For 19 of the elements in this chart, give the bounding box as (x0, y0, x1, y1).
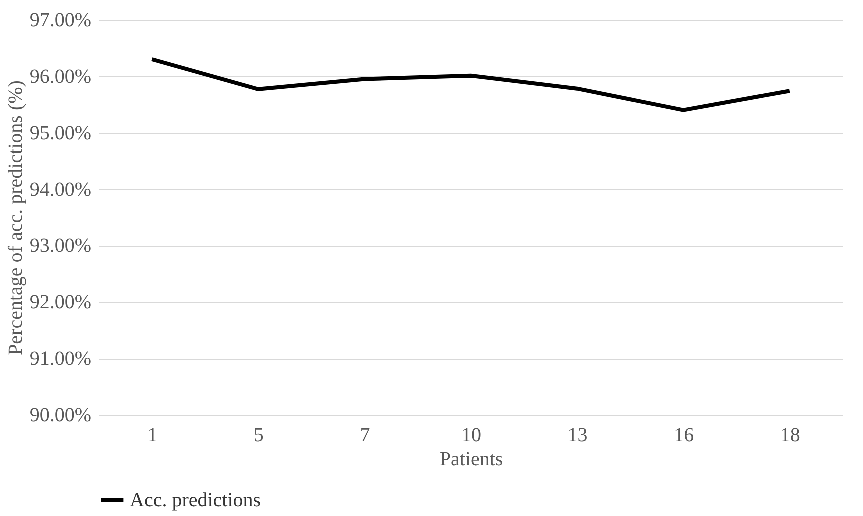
y-tick-label: 97.00% (30, 10, 92, 32)
x-tick-label: 1 (148, 424, 158, 446)
x-tick-label: 10 (462, 424, 482, 446)
y-axis-title: Percentage of acc. predictions (%) (4, 80, 27, 356)
line-series (150, 58, 792, 112)
x-tick-label: 5 (254, 424, 264, 446)
legend-label: Acc. predictions (130, 490, 262, 512)
y-tick-label: 94.00% (30, 178, 92, 201)
x-tick-label: 7 (360, 424, 370, 446)
y-tick-label: 93.00% (30, 235, 92, 258)
y-tick-label: 92.00% (30, 292, 92, 314)
x-axis-title: Patients (440, 448, 504, 470)
x-tick-label: 16 (674, 424, 694, 446)
x-tick-label: 13 (568, 424, 588, 446)
y-tick-label: 90.00% (30, 404, 92, 426)
y-tick-label: 96.00% (30, 66, 92, 88)
y-tick-label: 95.00% (30, 122, 92, 144)
y-tick-label: 91.00% (30, 348, 92, 370)
x-tick-label: 18 (780, 424, 800, 446)
